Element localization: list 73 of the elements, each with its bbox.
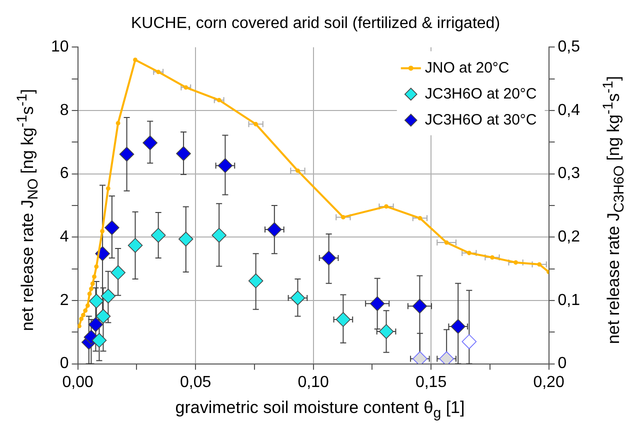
point [490, 255, 494, 260]
point [100, 228, 104, 234]
y2-tick-label: 0 [558, 355, 567, 372]
x-axis-title: gravimetric soil moisture content θ$_{g}$ [1] [175, 398, 465, 422]
point [78, 324, 82, 328]
point [444, 240, 449, 245]
point [96, 308, 111, 324]
point [412, 298, 428, 314]
point [89, 286, 94, 291]
point [336, 312, 351, 327]
point [418, 216, 422, 220]
legend-label: JC3H6O at 20°C [424, 85, 537, 102]
y2-tick-label: 0,3 [558, 165, 580, 182]
point [92, 274, 96, 279]
point [83, 308, 88, 313]
y2-tick-label: 0,5 [558, 38, 580, 56]
x-tick-label: 0,05 [180, 374, 212, 391]
point [142, 135, 158, 150]
point [462, 334, 477, 350]
point [248, 273, 264, 288]
point [90, 282, 95, 286]
point [119, 146, 134, 162]
point [218, 158, 233, 174]
y2-tick-label: 0,4 [558, 102, 580, 119]
point [267, 222, 282, 237]
y-tick-label: 6 [60, 165, 69, 182]
y-tick-label: 10 [51, 38, 69, 56]
point [290, 290, 306, 306]
point [212, 228, 226, 243]
point [450, 319, 466, 334]
point [384, 204, 388, 209]
point [116, 120, 120, 126]
point [88, 317, 104, 332]
point [104, 220, 120, 236]
y-tick-label: 0 [60, 355, 69, 372]
point [439, 351, 454, 364]
point [128, 238, 143, 253]
point [94, 264, 99, 269]
x-tick-label: 0,15 [415, 374, 447, 391]
point [81, 312, 86, 318]
x-tick-label: 0,20 [533, 374, 564, 391]
point [133, 58, 138, 62]
point [370, 296, 385, 312]
point [321, 250, 336, 266]
point [412, 351, 428, 364]
point [254, 122, 258, 126]
y2-tick-label: 0,1 [558, 292, 580, 309]
point [92, 332, 107, 348]
point [176, 146, 191, 161]
point [110, 265, 126, 280]
point [378, 324, 394, 339]
point [106, 186, 110, 191]
point [514, 260, 518, 265]
legend-label: JC3H6O at 30°C [424, 111, 537, 128]
y-tick-label: 8 [60, 102, 69, 119]
point [466, 250, 472, 256]
point [178, 232, 194, 246]
point [150, 228, 166, 243]
point [85, 303, 90, 308]
legend-label: JNO at 20°C [424, 59, 510, 76]
point [296, 168, 300, 173]
y-tick-label: 2 [60, 292, 69, 309]
y2-tick-label: 0,2 [558, 228, 580, 246]
point [87, 292, 92, 296]
y-tick-label: 4 [60, 228, 69, 246]
point [79, 316, 84, 322]
x-tick-label: 0,00 [62, 374, 94, 391]
chart-title: KUCHE, corn covered arid soil (fertilized & irrigated) [130, 15, 500, 32]
x-tick-label: 0,10 [298, 374, 329, 391]
point [537, 262, 542, 267]
point [340, 215, 346, 220]
point [89, 294, 104, 309]
point [100, 288, 116, 304]
